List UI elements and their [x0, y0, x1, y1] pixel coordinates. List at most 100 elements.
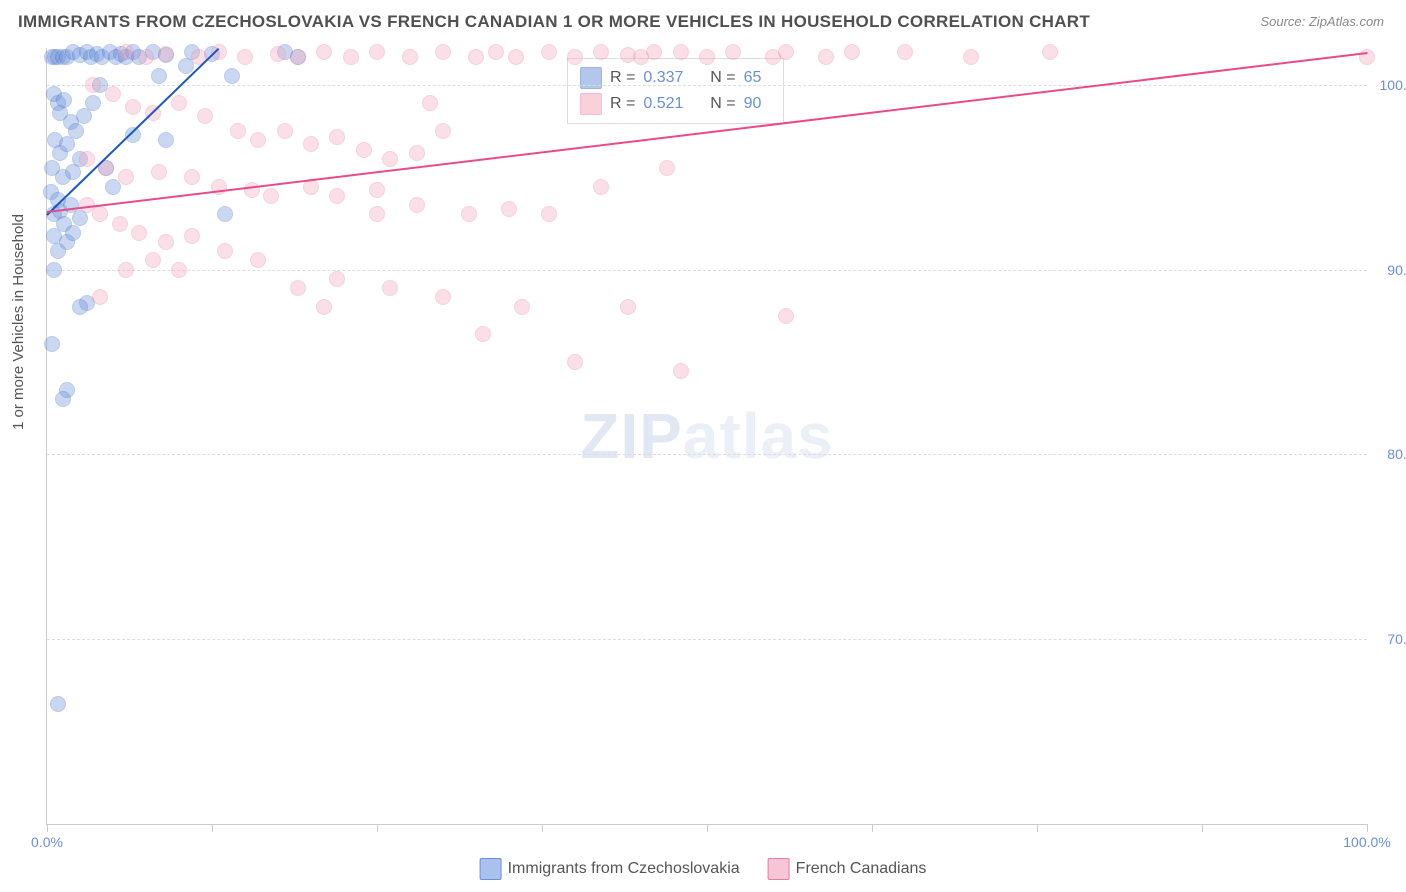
scatter-marker	[1359, 49, 1375, 65]
scatter-marker	[250, 252, 266, 268]
x-tick-label: 0.0%	[31, 834, 63, 850]
scatter-marker	[125, 99, 141, 115]
scatter-marker	[303, 136, 319, 152]
scatter-marker	[468, 49, 484, 65]
scatter-marker	[699, 49, 715, 65]
scatter-marker	[673, 363, 689, 379]
scatter-marker	[402, 49, 418, 65]
scatter-plot-area: ZIPatlas R = 0.337 N = 65R = 0.521 N = 9…	[46, 48, 1367, 825]
scatter-marker	[725, 44, 741, 60]
x-tick	[542, 824, 543, 832]
x-tick	[707, 824, 708, 832]
scatter-marker	[138, 49, 154, 65]
scatter-marker	[171, 262, 187, 278]
scatter-marker	[778, 44, 794, 60]
x-tick	[872, 824, 873, 832]
scatter-marker	[514, 299, 530, 315]
scatter-marker	[567, 49, 583, 65]
stats-legend-row: R = 0.521 N = 90	[580, 91, 771, 117]
gridline-horizontal	[47, 454, 1367, 455]
scatter-marker	[818, 49, 834, 65]
scatter-marker	[105, 86, 121, 102]
scatter-marker	[290, 280, 306, 296]
stats-legend-row: R = 0.337 N = 65	[580, 65, 771, 91]
scatter-marker	[263, 188, 279, 204]
scatter-marker	[593, 44, 609, 60]
scatter-marker	[778, 308, 794, 324]
scatter-marker	[1042, 44, 1058, 60]
scatter-marker	[316, 299, 332, 315]
scatter-marker	[329, 129, 345, 145]
scatter-marker	[79, 151, 95, 167]
scatter-marker	[369, 44, 385, 60]
scatter-marker	[118, 44, 134, 60]
stat-value-r: 0.521	[643, 95, 683, 113]
series-legend: Immigrants from CzechoslovakiaFrench Can…	[480, 858, 927, 880]
scatter-marker	[382, 151, 398, 167]
legend-item: Immigrants from Czechoslovakia	[480, 858, 740, 880]
scatter-marker	[171, 95, 187, 111]
scatter-marker	[59, 136, 75, 152]
scatter-marker	[230, 123, 246, 139]
x-tick	[1037, 824, 1038, 832]
scatter-marker	[435, 123, 451, 139]
scatter-marker	[369, 182, 385, 198]
scatter-marker	[508, 49, 524, 65]
scatter-marker	[184, 169, 200, 185]
watermark-zip: ZIP	[580, 400, 683, 472]
watermark: ZIPatlas	[580, 399, 833, 473]
scatter-marker	[673, 44, 689, 60]
gridline-horizontal	[47, 270, 1367, 271]
scatter-marker	[55, 391, 71, 407]
scatter-marker	[501, 201, 517, 217]
scatter-marker	[897, 44, 913, 60]
x-tick	[212, 824, 213, 832]
scatter-marker	[290, 49, 306, 65]
scatter-marker	[435, 44, 451, 60]
scatter-marker	[112, 216, 128, 232]
scatter-marker	[461, 206, 477, 222]
scatter-marker	[151, 164, 167, 180]
x-tick	[377, 824, 378, 832]
scatter-marker	[56, 92, 72, 108]
scatter-marker	[158, 46, 174, 62]
y-tick-label: 90.0%	[1371, 262, 1406, 278]
legend-swatch	[580, 93, 602, 115]
scatter-marker	[329, 271, 345, 287]
stat-label-n: N =	[701, 95, 735, 113]
y-tick-label: 80.0%	[1371, 446, 1406, 462]
scatter-marker	[65, 225, 81, 241]
watermark-rest: atlas	[683, 400, 834, 472]
scatter-marker	[217, 243, 233, 259]
scatter-marker	[593, 179, 609, 195]
chart-title: IMMIGRANTS FROM CZECHOSLOVAKIA VS FRENCH…	[18, 12, 1090, 32]
stat-label-r: R =	[610, 95, 635, 113]
scatter-marker	[76, 108, 92, 124]
scatter-marker	[237, 49, 253, 65]
scatter-marker	[277, 123, 293, 139]
scatter-marker	[316, 44, 332, 60]
scatter-marker	[369, 206, 385, 222]
scatter-marker	[475, 326, 491, 342]
legend-swatch	[480, 858, 502, 880]
scatter-marker	[620, 299, 636, 315]
scatter-marker	[145, 252, 161, 268]
scatter-marker	[844, 44, 860, 60]
gridline-horizontal	[47, 639, 1367, 640]
scatter-marker	[409, 197, 425, 213]
scatter-marker	[44, 336, 60, 352]
scatter-marker	[567, 354, 583, 370]
scatter-marker	[184, 228, 200, 244]
scatter-marker	[50, 243, 66, 259]
scatter-marker	[151, 68, 167, 84]
scatter-marker	[409, 145, 425, 161]
scatter-marker	[72, 299, 88, 315]
y-tick-label: 70.0%	[1371, 631, 1406, 647]
scatter-marker	[343, 49, 359, 65]
stats-legend: R = 0.337 N = 65R = 0.521 N = 90	[567, 58, 784, 124]
scatter-marker	[963, 49, 979, 65]
y-tick-label: 100.0%	[1371, 77, 1406, 93]
legend-label: Immigrants from Czechoslovakia	[508, 860, 740, 877]
scatter-marker	[197, 108, 213, 124]
scatter-marker	[85, 77, 101, 93]
